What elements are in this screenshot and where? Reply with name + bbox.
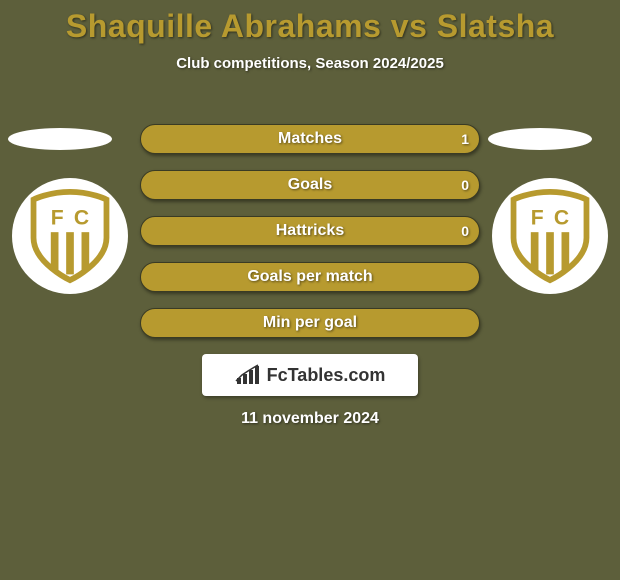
fctables-logo-text: FcTables.com [267,365,386,386]
stat-row: Matches1 [140,124,480,154]
subtitle: Club competitions, Season 2024/2025 [0,55,620,72]
stat-value-right: 0 [461,217,469,245]
club-badge-right: F C [492,178,608,294]
stat-label: Hattricks [141,217,479,245]
page-title: Shaquille Abrahams vs Slatsha [0,8,620,45]
player-left-shadow-ellipse [8,128,112,150]
svg-text:C: C [74,206,89,229]
stat-value-right: 0 [461,171,469,199]
stat-value-right: 1 [461,125,469,153]
stat-label: Min per goal [141,309,479,337]
svg-text:F: F [51,206,64,229]
fctables-logo-box: FcTables.com [202,354,418,396]
stat-row: Hattricks0 [140,216,480,246]
club-badge-left: F C [12,178,128,294]
stat-row: Goals per match [140,262,480,292]
stat-row: Goals0 [140,170,480,200]
club-crest-icon: F C [22,188,118,284]
date-text: 11 november 2024 [0,410,620,428]
svg-text:F: F [531,206,544,229]
stat-label: Goals [141,171,479,199]
stat-row: Min per goal [140,308,480,338]
bar-chart-icon [235,364,261,386]
stat-label: Matches [141,125,479,153]
svg-text:C: C [554,206,569,229]
stats-list: Matches1Goals0Hattricks0Goals per matchM… [140,124,480,354]
stat-label: Goals per match [141,263,479,291]
player-right-shadow-ellipse [488,128,592,150]
comparison-card: Shaquille Abrahams vs Slatsha Club compe… [0,0,620,580]
club-crest-icon: F C [502,188,598,284]
